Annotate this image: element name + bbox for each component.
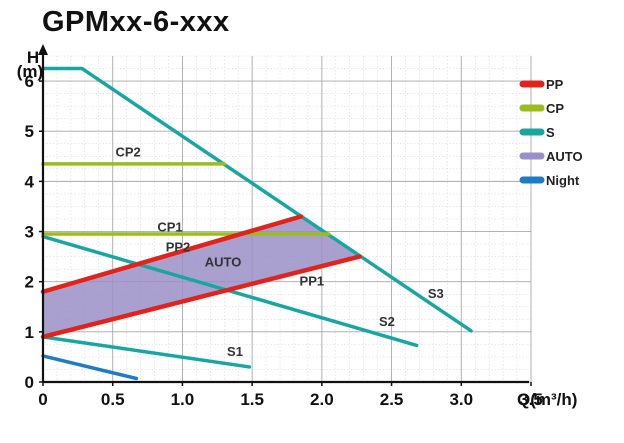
x-tick-label: 0 [38, 390, 47, 409]
x-tick-label: 1.5 [240, 390, 264, 409]
auto-area [43, 216, 360, 337]
curve-label-cp1: CP1 [157, 220, 182, 235]
legend-label-s: S [546, 125, 555, 140]
series-line-pp1 [40, 254, 362, 340]
series-lines [40, 66, 473, 381]
legend: PP CP S AUTO Night [519, 77, 583, 188]
x-tick-label: 2.5 [380, 390, 404, 409]
curve-label-s1: S1 [227, 344, 243, 359]
auto-area-polygon [43, 216, 360, 337]
y-tick-label: 5 [25, 122, 34, 141]
series-line-pp2 [40, 214, 304, 294]
y-tick-label: 6 [25, 72, 34, 91]
legend-label-cp: CP [546, 101, 564, 116]
curve-label-pp2: PP2 [166, 240, 191, 255]
y-tick-label: 0 [25, 373, 34, 392]
axes: 0 0.5 1.0 1.5 2.0 2.5 3.0 3.5 0 1 2 3 4 5 6 H(m) Q(m³/h) [17, 44, 577, 409]
curve-label-s3: S3 [428, 286, 444, 301]
x-tick-label: 3.5 [519, 390, 543, 409]
y-axis-unit: (m) [17, 62, 43, 81]
x-tick-label: 2.0 [310, 390, 334, 409]
chart-title: GPMxx-6-xxx [42, 6, 230, 38]
series-line-s1 [41, 335, 252, 369]
x-tick-label: 3.0 [449, 390, 473, 409]
x-tick-label: 0.5 [101, 390, 125, 409]
x-axis-label: Q(m³/h) [517, 390, 577, 409]
y-tick-label: 2 [25, 273, 34, 292]
y-tick-label: 1 [25, 323, 34, 342]
y-tick-label: 4 [25, 172, 35, 191]
curve-label-pp1: PP1 [300, 274, 325, 289]
legend-label-night: Night [546, 173, 580, 188]
curve-labels: CP2 CP1 PP2 AUTO PP1 S3 S2 S1 [116, 144, 444, 359]
curve-label-cp2: CP2 [116, 144, 141, 159]
x-tick-label: 1.0 [171, 390, 195, 409]
legend-label-auto: AUTO [546, 149, 583, 164]
legend-label-pp: PP [546, 77, 564, 92]
series-line-s3 [41, 66, 473, 333]
series-line-night [41, 354, 139, 381]
y-axis-label: H [27, 48, 39, 67]
curve-label-s2: S2 [379, 314, 395, 329]
y-axis-arrow [38, 44, 48, 55]
y-tick-label: 3 [25, 223, 34, 242]
curve-label-auto: AUTO [205, 255, 242, 270]
